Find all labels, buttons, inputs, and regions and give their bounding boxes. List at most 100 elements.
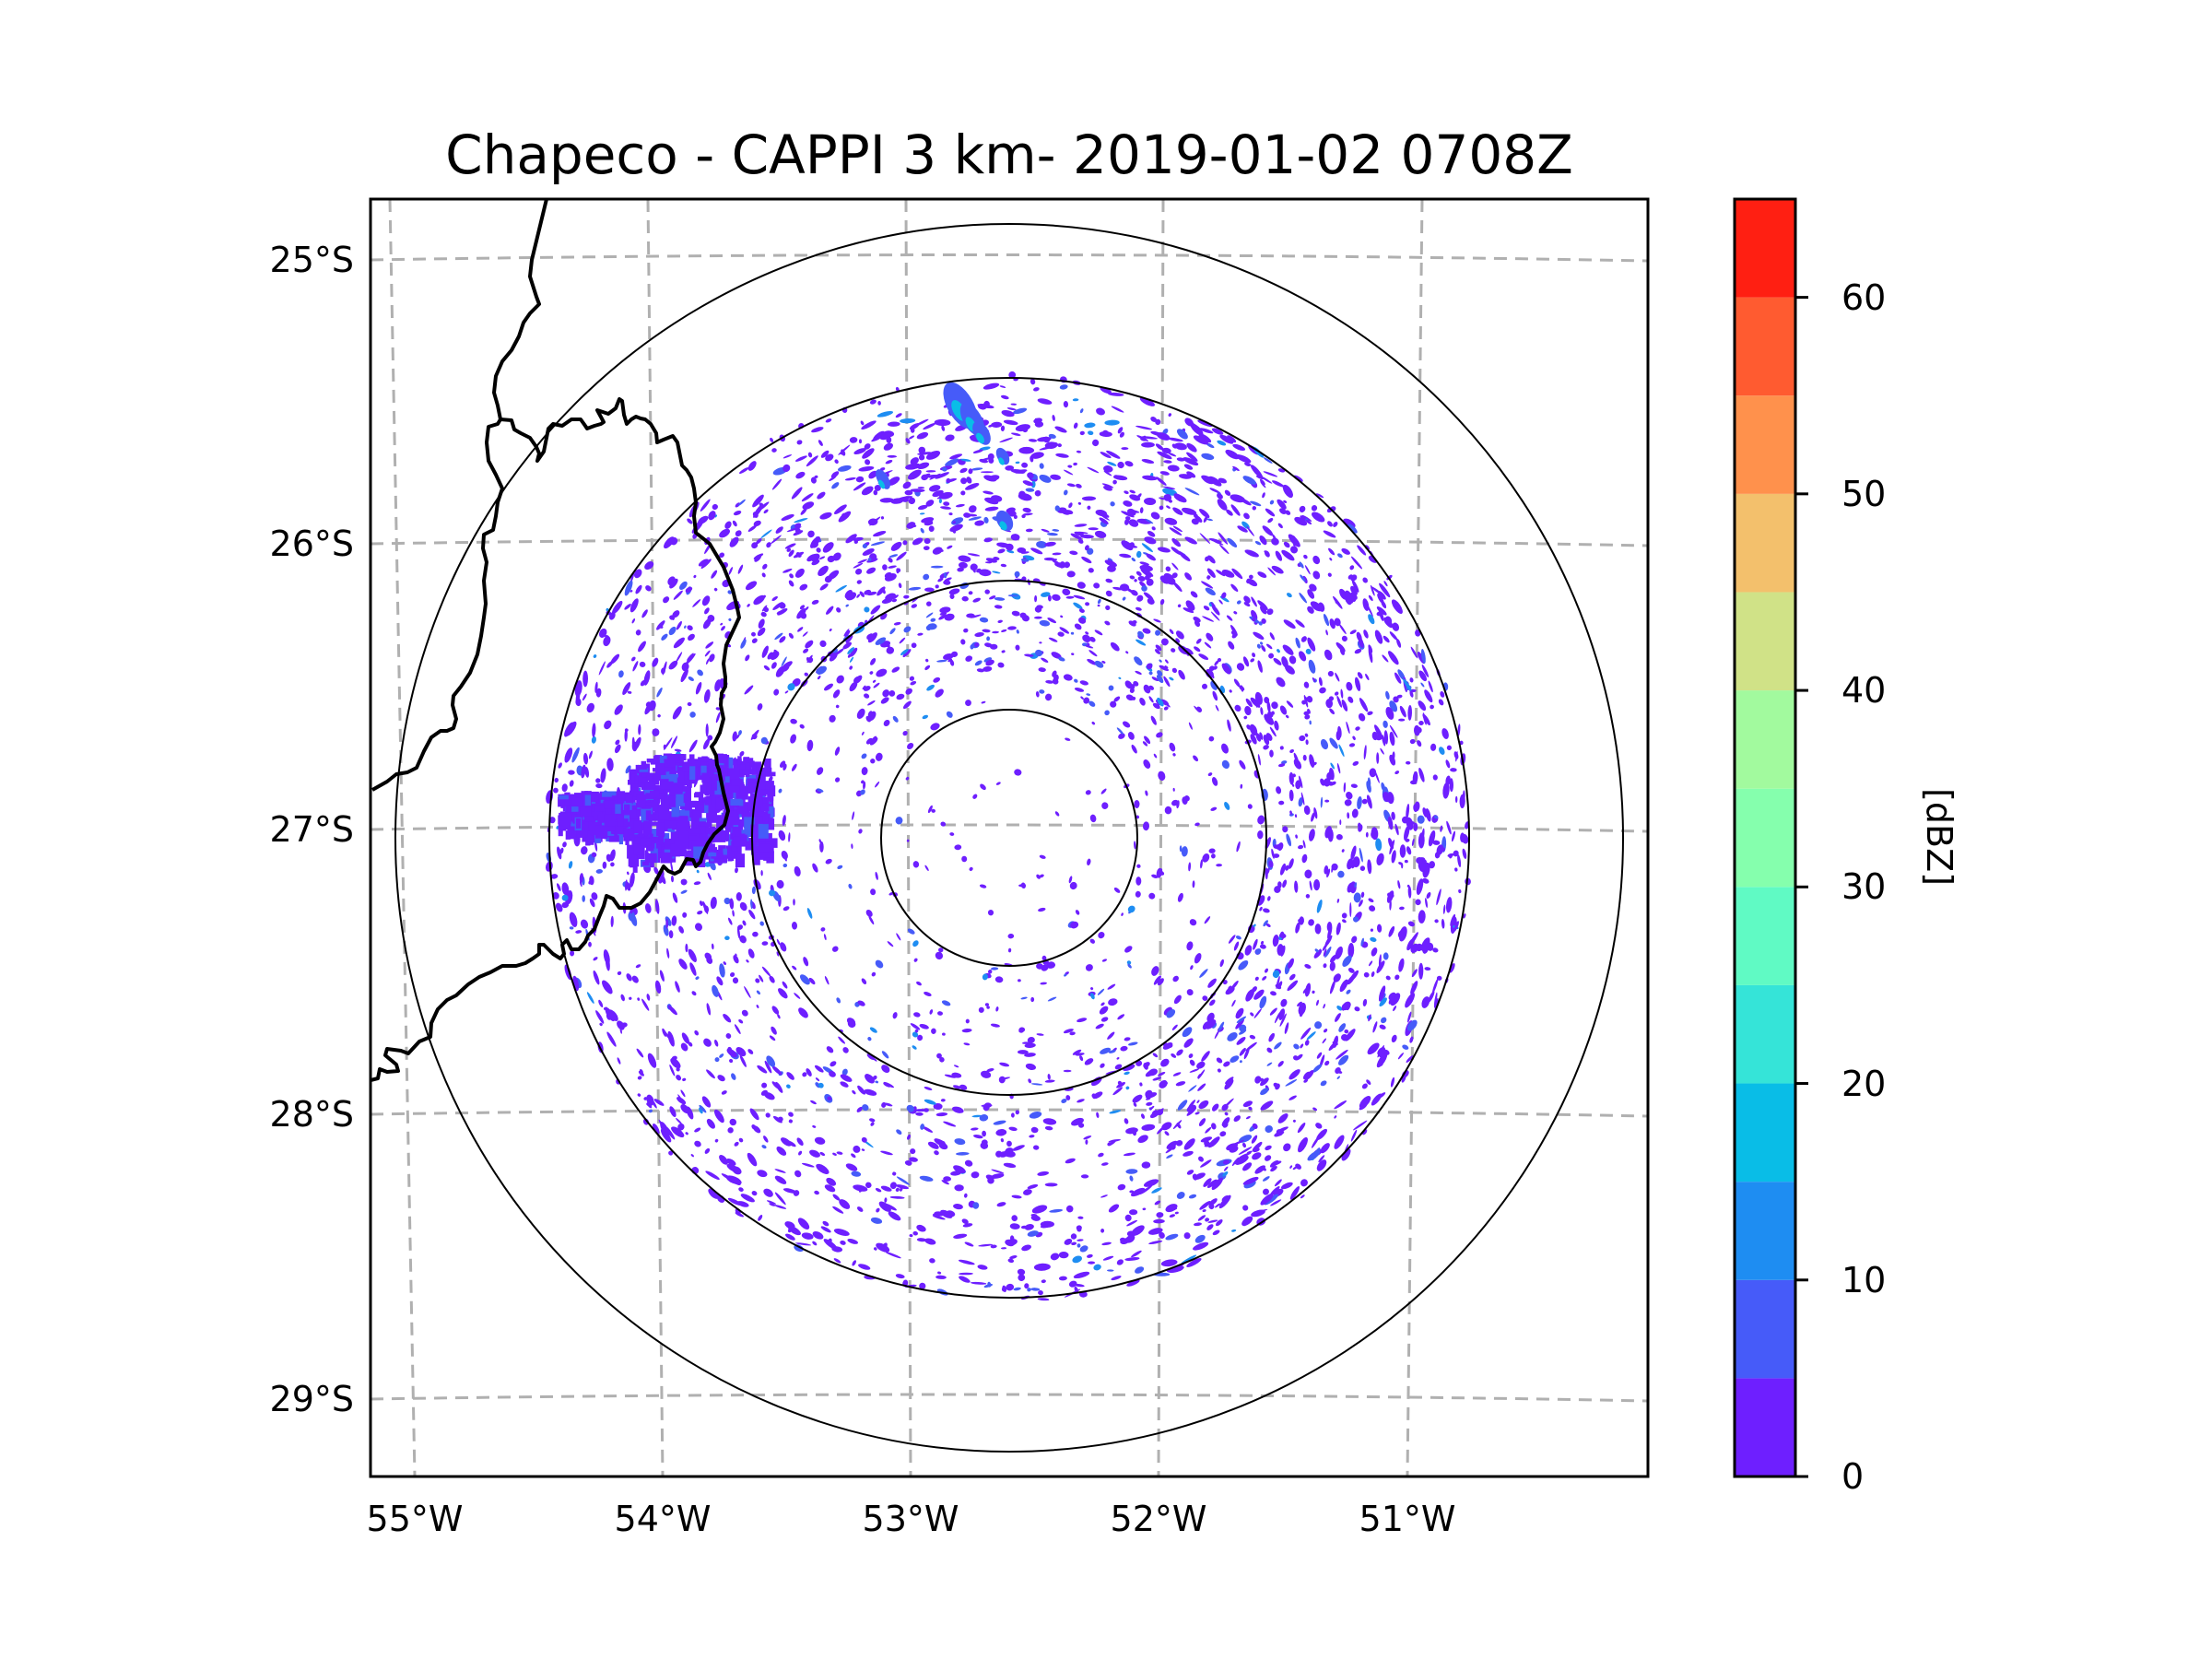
echo-cell — [1095, 509, 1108, 517]
echo-cell — [1006, 549, 1015, 554]
echo-cell — [1054, 426, 1067, 433]
colorbar-tick-label: 50 — [1841, 473, 1887, 514]
clutter-cell — [671, 806, 680, 818]
echo-cell — [1097, 988, 1105, 995]
echo-cell — [1177, 604, 1182, 608]
echo-cell — [1022, 507, 1031, 513]
echo-cell — [1171, 1024, 1178, 1030]
echo-cell — [1230, 981, 1239, 990]
echo-cell — [814, 1065, 824, 1073]
echo-cell — [1285, 1079, 1298, 1087]
echo-cell — [550, 874, 559, 879]
echo-cell — [1162, 488, 1178, 496]
echo-cell — [1224, 489, 1231, 496]
echo-cell — [1124, 461, 1134, 467]
echo-cell — [1440, 825, 1443, 832]
echo-cell — [1025, 488, 1035, 492]
echo-cell — [595, 868, 603, 874]
echo-cell — [805, 640, 814, 649]
echo-cell — [1276, 786, 1282, 794]
echo-cell — [812, 1241, 818, 1246]
echo-cell — [1040, 982, 1047, 985]
echo-cell — [831, 946, 839, 952]
echo-cell — [600, 768, 606, 783]
echo-cell — [1247, 804, 1253, 809]
echo-cell — [689, 962, 697, 976]
clutter-cell — [623, 828, 635, 841]
echo-cell — [698, 559, 709, 567]
echo-cell — [1038, 667, 1046, 673]
echo-cell — [1211, 1123, 1217, 1130]
echo-cell — [875, 871, 878, 880]
echo-cell — [1126, 960, 1132, 965]
colorbar-bin — [1735, 690, 1795, 789]
echo-cell — [915, 1112, 924, 1116]
echo-cell — [725, 1033, 732, 1039]
echo-cell — [1223, 1061, 1230, 1067]
echo-cell — [1406, 846, 1412, 855]
echo-cell — [1334, 1115, 1337, 1119]
echo-cell — [812, 1124, 817, 1128]
echo-cell — [935, 688, 944, 698]
echo-cell — [866, 567, 877, 574]
echo-cell — [774, 1205, 787, 1209]
echo-cell — [1267, 517, 1274, 524]
echo-cell — [774, 1192, 786, 1206]
echo-cell — [799, 724, 805, 729]
echo-cell — [972, 449, 983, 453]
echo-cell — [715, 712, 721, 724]
echo-cell — [620, 994, 625, 1002]
echo-cell — [1415, 629, 1421, 637]
echo-cell — [832, 552, 841, 561]
echo-cell — [1351, 579, 1359, 593]
echo-cell — [1144, 570, 1154, 577]
echo-cell — [1256, 643, 1261, 649]
echo-cell — [1047, 996, 1057, 1002]
echo-cell — [1013, 1287, 1021, 1291]
echo-cell — [934, 1150, 939, 1156]
echo-cell — [1141, 459, 1155, 464]
border-line — [371, 397, 741, 1082]
echo-cell — [851, 1171, 862, 1177]
echo-cell — [1105, 590, 1112, 597]
echo-cell — [1271, 701, 1278, 710]
echo-cell — [908, 586, 922, 591]
echo-cell — [1311, 1135, 1320, 1148]
echo-cell — [920, 527, 924, 534]
echo-cell — [1084, 1058, 1094, 1065]
echo-cell — [747, 461, 757, 471]
echo-cell — [963, 1042, 971, 1046]
echo-cell — [814, 1190, 819, 1195]
echo-cell — [1101, 802, 1109, 809]
echo-cell — [1398, 958, 1405, 972]
echo-cell — [1184, 488, 1200, 496]
echo-cell — [1096, 407, 1105, 416]
colorbar-bin — [1735, 297, 1795, 396]
echo-cell — [896, 693, 905, 700]
echo-cell — [1262, 1176, 1270, 1182]
echo-cell — [1255, 475, 1265, 480]
echo-cell — [812, 1230, 824, 1240]
colorbar-tick-label: 60 — [1841, 276, 1887, 318]
echo-cell — [738, 1137, 744, 1143]
echo-cell — [1230, 1055, 1240, 1063]
echo-cell — [610, 653, 620, 665]
echo-cell — [1192, 880, 1195, 888]
echo-cell — [945, 458, 959, 467]
echo-cell — [1406, 1055, 1414, 1064]
echo-cell — [918, 454, 925, 461]
echo-cell — [656, 620, 665, 630]
echo-cell — [1118, 677, 1122, 679]
echo-cell — [1094, 530, 1107, 538]
echo-cell — [1073, 1271, 1090, 1279]
clutter-cell — [625, 795, 633, 805]
clutter-cell — [617, 794, 625, 804]
echo-cell — [1287, 593, 1292, 598]
echo-cell — [771, 1006, 780, 1015]
echo-cell — [1374, 629, 1383, 644]
echo-cell — [947, 545, 953, 549]
echo-cell — [1151, 526, 1156, 531]
echo-cell — [826, 1046, 834, 1053]
colorbar-bin — [1735, 1279, 1795, 1379]
echo-cell — [1044, 693, 1053, 701]
